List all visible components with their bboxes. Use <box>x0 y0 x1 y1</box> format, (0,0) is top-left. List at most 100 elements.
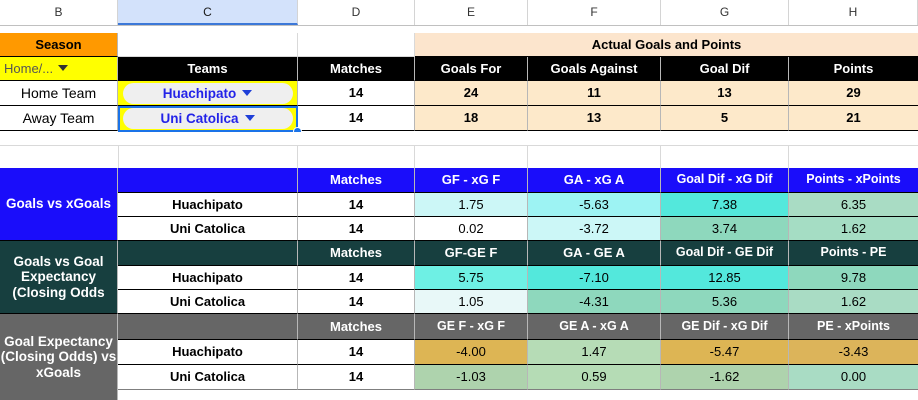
home-team-chip[interactable]: Huachipato <box>122 82 293 104</box>
s2-header-blank[interactable] <box>118 241 298 266</box>
s3-header-gea-xga[interactable]: GE A - xG A <box>528 314 661 340</box>
s3-r1-v4[interactable]: -3.43 <box>789 340 918 365</box>
s3-r2-v1[interactable]: -1.03 <box>415 365 528 390</box>
s2-r2-team[interactable]: Uni Catolica <box>118 290 298 314</box>
s3-r1-v3[interactable]: -5.47 <box>661 340 789 365</box>
s1-header-blank[interactable] <box>118 168 298 193</box>
section-title-goals-vs-xgoals[interactable]: Goals vs xGoals <box>0 168 118 241</box>
away-goals-against[interactable]: 13 <box>528 106 661 131</box>
section-title-goal-expectancy-vs-xgoals[interactable]: Goal Expectancy (Closing Odds) vs xGoals <box>0 314 118 400</box>
s3-header-blank[interactable] <box>118 314 298 340</box>
s1-r1-team[interactable]: Huachipato <box>118 193 298 217</box>
away-goals-for[interactable]: 18 <box>415 106 528 131</box>
column-header-c[interactable]: C <box>118 0 298 25</box>
s2-r1-v3[interactable]: 12.85 <box>661 266 789 290</box>
s3-r1-team[interactable]: Huachipato <box>118 340 298 365</box>
s1-header-ga-xga[interactable]: GA - xG A <box>528 168 661 193</box>
column-header-f[interactable]: F <box>528 0 661 25</box>
filter-chip[interactable]: Home/... <box>0 62 69 76</box>
s2-r2-v3[interactable]: 5.36 <box>661 290 789 314</box>
spacer-cell-e <box>415 146 528 168</box>
header-goal-dif[interactable]: Goal Dif <box>661 57 789 81</box>
s1-header-points-xpoints[interactable]: Points - xPoints <box>789 168 918 193</box>
s1-r1-v1[interactable]: 1.75 <box>415 193 528 217</box>
away-goal-dif[interactable]: 5 <box>661 106 789 131</box>
s3-header-gef-xgf[interactable]: GE F - xG F <box>415 314 528 340</box>
s2-header-goaldif-gedif[interactable]: Goal Dif - GE Dif <box>661 241 789 266</box>
empty-cell-c1[interactable] <box>118 33 298 57</box>
home-away-filter-cell[interactable]: Home/... <box>0 57 118 81</box>
s3-r2-v4[interactable]: 0.00 <box>789 365 918 390</box>
header-points[interactable]: Points <box>789 57 918 81</box>
s1-header-matches[interactable]: Matches <box>298 168 415 193</box>
spacer-cell-g <box>661 146 789 168</box>
s1-r2-v2[interactable]: -3.72 <box>528 217 661 241</box>
s2-r2-matches[interactable]: 14 <box>298 290 415 314</box>
s1-r1-v3[interactable]: 7.38 <box>661 193 789 217</box>
column-header-h[interactable]: H <box>789 0 918 25</box>
s1-r1-v2[interactable]: -5.63 <box>528 193 661 217</box>
s1-r2-team[interactable]: Uni Catolica <box>118 217 298 241</box>
chevron-down-icon[interactable] <box>58 65 69 72</box>
s1-r1-v4[interactable]: 6.35 <box>789 193 918 217</box>
column-header-e[interactable]: E <box>415 0 528 25</box>
s3-r1-matches[interactable]: 14 <box>298 340 415 365</box>
away-team-dropdown-cell[interactable]: Uni Catolica <box>118 106 298 131</box>
chevron-down-icon[interactable] <box>244 115 255 121</box>
s3-header-pe-xpoints[interactable]: PE - xPoints <box>789 314 918 340</box>
s3-r2-v3[interactable]: -1.62 <box>661 365 789 390</box>
header-goals-against[interactable]: Goals Against <box>528 57 661 81</box>
home-points[interactable]: 29 <box>789 81 918 106</box>
s1-r1-matches[interactable]: 14 <box>298 193 415 217</box>
section-title-goals-vs-goal-expectancy[interactable]: Goals vs Goal Expectancy (Closing Odds <box>0 241 118 314</box>
s2-r1-v2[interactable]: -7.10 <box>528 266 661 290</box>
s1-header-gf-xgf[interactable]: GF - xG F <box>415 168 528 193</box>
s3-r2-matches[interactable]: 14 <box>298 365 415 390</box>
empty-cell-d1[interactable] <box>298 33 415 57</box>
column-header-b[interactable]: B <box>0 0 118 25</box>
s2-header-points-pe[interactable]: Points - PE <box>789 241 918 266</box>
away-points[interactable]: 21 <box>789 106 918 131</box>
s2-r1-matches[interactable]: 14 <box>298 266 415 290</box>
s3-r1-v2[interactable]: 1.47 <box>528 340 661 365</box>
s2-r1-v1[interactable]: 5.75 <box>415 266 528 290</box>
home-team-dropdown-cell[interactable]: Huachipato <box>118 81 298 106</box>
home-matches[interactable]: 14 <box>298 81 415 106</box>
column-header-d[interactable]: D <box>298 0 415 25</box>
s2-r2-v2[interactable]: -4.31 <box>528 290 661 314</box>
away-matches[interactable]: 14 <box>298 106 415 131</box>
s1-r2-v1[interactable]: 0.02 <box>415 217 528 241</box>
s3-r1-v1[interactable]: -4.00 <box>415 340 528 365</box>
row-label-away-team[interactable]: Away Team <box>0 106 118 131</box>
home-goals-against[interactable]: 11 <box>528 81 661 106</box>
s1-r2-v3[interactable]: 3.74 <box>661 217 789 241</box>
s2-r2-v4[interactable]: 1.62 <box>789 290 918 314</box>
row-label-home-team[interactable]: Home Team <box>0 81 118 106</box>
home-goals-for[interactable]: 24 <box>415 81 528 106</box>
header-goals-for[interactable]: Goals For <box>415 57 528 81</box>
s2-header-ga-gea[interactable]: GA - GE A <box>528 241 661 266</box>
header-teams[interactable]: Teams <box>118 57 298 81</box>
s1-header-goaldif-xgdif[interactable]: Goal Dif - xG Dif <box>661 168 789 193</box>
s2-r2-v1[interactable]: 1.05 <box>415 290 528 314</box>
s2-r1-v4[interactable]: 9.78 <box>789 266 918 290</box>
away-team-chip[interactable]: Uni Catolica <box>122 107 293 129</box>
s2-r1-team[interactable]: Huachipato <box>118 266 298 290</box>
actual-goals-banner[interactable]: Actual Goals and Points <box>415 33 918 57</box>
spacer-cell-f <box>528 146 661 168</box>
s1-r2-matches[interactable]: 14 <box>298 217 415 241</box>
home-goal-dif[interactable]: 13 <box>661 81 789 106</box>
chevron-down-icon[interactable] <box>242 90 253 96</box>
column-header-row: B C D E F G H <box>0 0 918 26</box>
season-header-cell[interactable]: Season <box>0 33 118 57</box>
s2-header-matches[interactable]: Matches <box>298 241 415 266</box>
column-header-g[interactable]: G <box>661 0 789 25</box>
s2-header-gf-gef[interactable]: GF-GE F <box>415 241 528 266</box>
s3-r2-team[interactable]: Uni Catolica <box>118 365 298 390</box>
s3-header-matches[interactable]: Matches <box>298 314 415 340</box>
header-matches[interactable]: Matches <box>298 57 415 81</box>
s1-r2-v4[interactable]: 1.62 <box>789 217 918 241</box>
s3-header-gedif-xgdif[interactable]: GE Dif - xG Dif <box>661 314 789 340</box>
s3-r2-v2[interactable]: 0.59 <box>528 365 661 390</box>
